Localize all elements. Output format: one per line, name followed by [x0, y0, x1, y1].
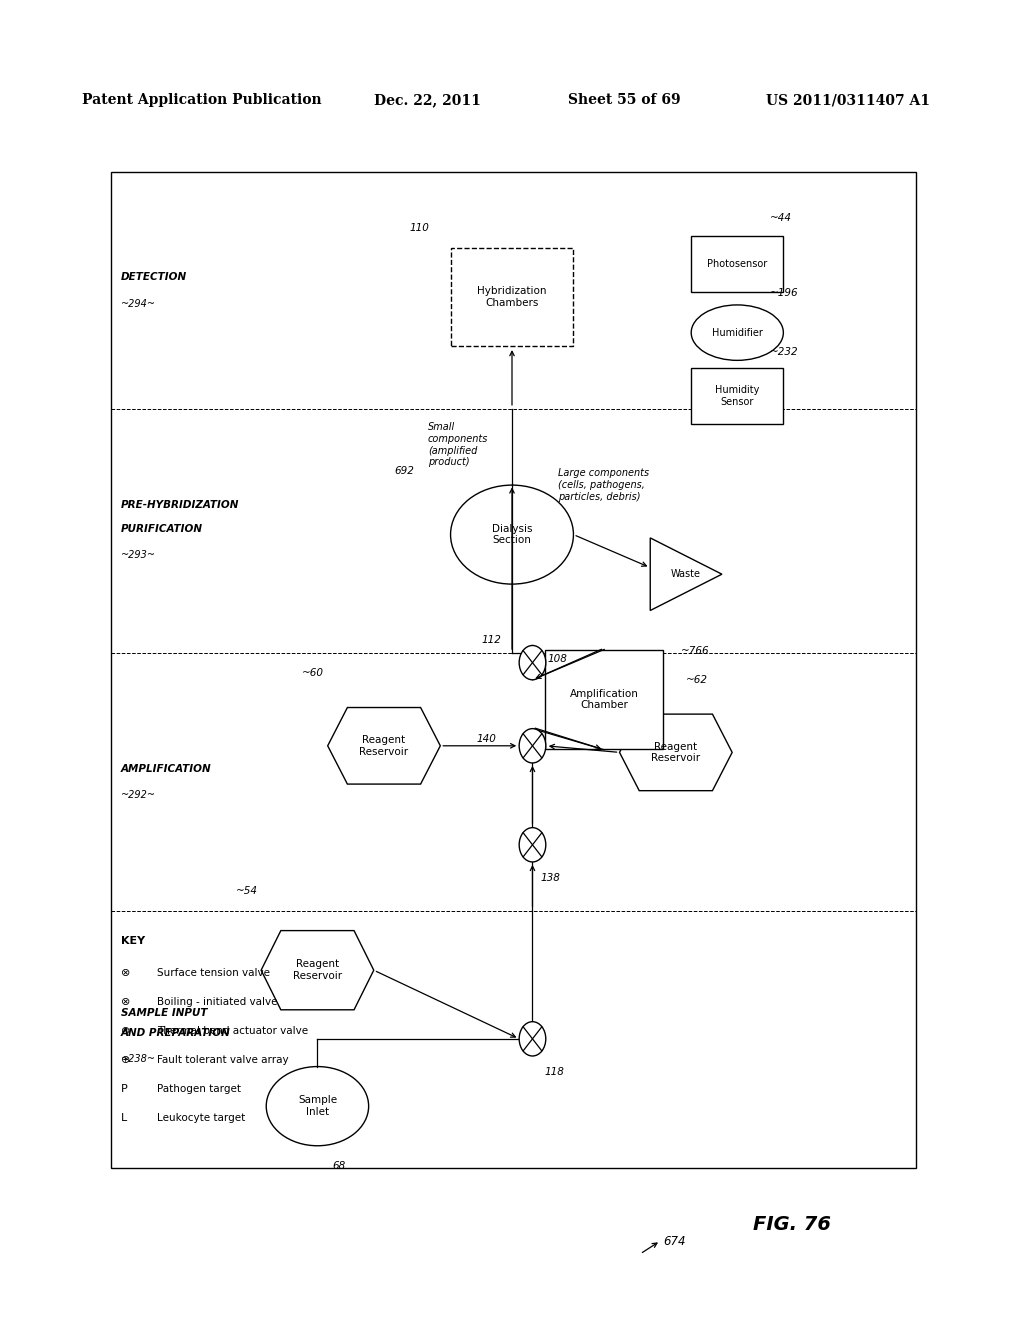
Polygon shape — [620, 714, 732, 791]
Text: 138: 138 — [541, 873, 560, 883]
Circle shape — [519, 729, 546, 763]
Text: ⊗: ⊗ — [121, 997, 130, 1007]
Ellipse shape — [691, 305, 783, 360]
Text: ~766: ~766 — [681, 645, 710, 656]
Text: Reagent
Reservoir: Reagent Reservoir — [293, 960, 342, 981]
Text: ⊗: ⊗ — [121, 968, 130, 978]
Text: Photosensor: Photosensor — [708, 259, 767, 269]
Text: FIG. 76: FIG. 76 — [753, 1216, 830, 1234]
Circle shape — [519, 1022, 546, 1056]
Text: ~292~: ~292~ — [121, 791, 156, 800]
Text: Boiling - initiated valve: Boiling - initiated valve — [157, 997, 278, 1007]
Text: Sheet 55 of 69: Sheet 55 of 69 — [568, 94, 681, 107]
Text: ⊗: ⊗ — [121, 1026, 130, 1036]
Text: 692: 692 — [394, 466, 414, 477]
Text: ~238~: ~238~ — [121, 1055, 156, 1064]
Text: 140: 140 — [476, 734, 496, 744]
Text: AND PREPARATION: AND PREPARATION — [121, 1028, 230, 1038]
Text: ~232: ~232 — [770, 347, 799, 358]
Ellipse shape — [266, 1067, 369, 1146]
FancyBboxPatch shape — [691, 368, 783, 424]
FancyBboxPatch shape — [691, 236, 783, 292]
Text: Pathogen target: Pathogen target — [157, 1084, 241, 1094]
Text: AMPLIFICATION: AMPLIFICATION — [121, 764, 212, 774]
Text: Humidifier: Humidifier — [712, 327, 763, 338]
Text: ~44: ~44 — [770, 213, 792, 223]
Text: KEY: KEY — [121, 936, 145, 946]
Text: ~293~: ~293~ — [121, 550, 156, 560]
Text: Humidity
Sensor: Humidity Sensor — [715, 385, 760, 407]
Text: Surface tension valve: Surface tension valve — [157, 968, 269, 978]
Text: ~294~: ~294~ — [121, 298, 156, 309]
Text: 108: 108 — [548, 653, 567, 664]
Text: Fault tolerant valve array: Fault tolerant valve array — [157, 1055, 289, 1065]
Text: Large components
(cells, pathogens,
particles, debris): Large components (cells, pathogens, part… — [558, 469, 649, 502]
Text: ~62: ~62 — [686, 675, 708, 685]
Text: P: P — [121, 1084, 128, 1094]
Text: Dec. 22, 2011: Dec. 22, 2011 — [374, 94, 480, 107]
Text: Small
components
(amplified
product): Small components (amplified product) — [428, 422, 488, 467]
Text: PURIFICATION: PURIFICATION — [121, 524, 203, 533]
Text: 112: 112 — [481, 635, 501, 645]
FancyBboxPatch shape — [451, 248, 573, 346]
Text: Amplification
Chamber: Amplification Chamber — [569, 689, 639, 710]
Polygon shape — [650, 539, 722, 610]
Polygon shape — [261, 931, 374, 1010]
Text: ~60: ~60 — [302, 668, 324, 678]
Text: ~54: ~54 — [236, 886, 257, 896]
Text: Leukocyte target: Leukocyte target — [157, 1113, 245, 1123]
Text: 118: 118 — [545, 1067, 564, 1077]
Text: Dialysis
Section: Dialysis Section — [492, 524, 532, 545]
Text: ⊕: ⊕ — [121, 1055, 130, 1065]
Text: Waste: Waste — [671, 569, 701, 579]
Text: PRE-HYBRIDIZATION: PRE-HYBRIDIZATION — [121, 500, 240, 510]
Text: Patent Application Publication: Patent Application Publication — [82, 94, 322, 107]
Text: 674: 674 — [664, 1234, 686, 1247]
Text: Reagent
Reservoir: Reagent Reservoir — [651, 742, 700, 763]
Text: ~196: ~196 — [770, 288, 799, 298]
Circle shape — [519, 828, 546, 862]
Text: Hybridization
Chambers: Hybridization Chambers — [477, 286, 547, 308]
Text: US 2011/0311407 A1: US 2011/0311407 A1 — [766, 94, 930, 107]
Circle shape — [519, 645, 546, 680]
FancyBboxPatch shape — [111, 172, 916, 1168]
Polygon shape — [328, 708, 440, 784]
Text: Sample
Inlet: Sample Inlet — [298, 1096, 337, 1117]
Text: SAMPLE INPUT: SAMPLE INPUT — [121, 1008, 207, 1018]
Text: 110: 110 — [410, 223, 429, 234]
Text: 68: 68 — [333, 1160, 346, 1171]
Text: L: L — [121, 1113, 127, 1123]
Text: DETECTION: DETECTION — [121, 272, 187, 282]
Ellipse shape — [451, 486, 573, 583]
Text: Thermal bend actuator valve: Thermal bend actuator valve — [157, 1026, 308, 1036]
FancyBboxPatch shape — [545, 651, 664, 750]
Text: Reagent
Reservoir: Reagent Reservoir — [359, 735, 409, 756]
